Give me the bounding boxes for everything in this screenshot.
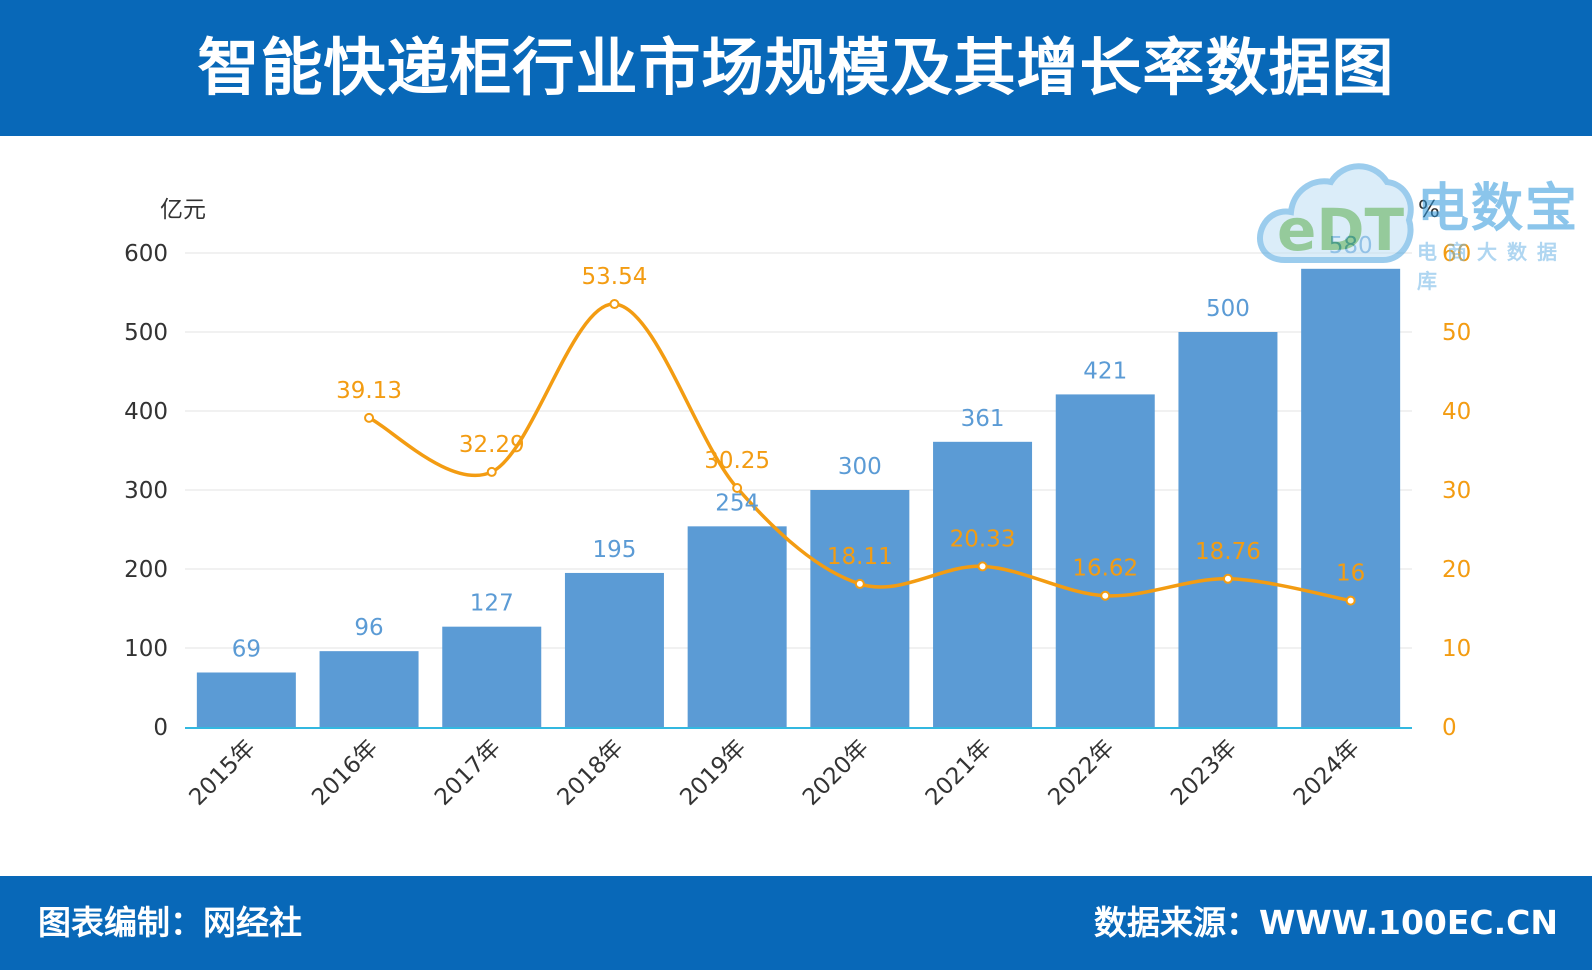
growth-line xyxy=(368,302,1351,603)
bar xyxy=(1178,332,1278,727)
logo-mark-text: eDT xyxy=(1277,196,1404,264)
logo-main-text: 电数宝 xyxy=(1417,179,1580,239)
x-tick-label: 2022年 xyxy=(1043,735,1119,811)
line-point xyxy=(1222,573,1233,584)
y-right-tick-label: 40 xyxy=(1442,399,1471,425)
bar-data-label: 127 xyxy=(470,591,514,617)
y-right-tick-label: 50 xyxy=(1442,320,1471,346)
bar xyxy=(933,441,1033,727)
y-right-tick-label: 20 xyxy=(1442,557,1471,583)
bar-data-label: 300 xyxy=(838,454,882,480)
x-tick-label: 2023年 xyxy=(1166,735,1242,811)
y-left-tick-label: 400 xyxy=(124,399,168,425)
x-tick-label: 2018年 xyxy=(553,735,629,811)
bar-data-label: 421 xyxy=(1083,358,1127,384)
y-right-unit: % xyxy=(1418,197,1440,223)
line-point xyxy=(364,412,375,423)
footer-banner: 图表编制：网经社 数据来源：WWW.100EC.CN xyxy=(0,876,1592,970)
bar-data-label: 96 xyxy=(354,615,383,641)
bar-data-label: 195 xyxy=(592,537,636,563)
y-left-tick-label: 300 xyxy=(124,478,168,504)
title-banner xyxy=(0,0,1592,136)
line-data-label: 16 xyxy=(1336,561,1365,587)
line-point xyxy=(486,466,497,477)
line-data-label: 20.33 xyxy=(950,526,1016,552)
y-left-tick-label: 500 xyxy=(124,320,168,346)
x-tick-label: 2020年 xyxy=(798,735,874,811)
bar-data-label: 500 xyxy=(1206,296,1250,322)
bar-series xyxy=(196,268,1401,727)
bar xyxy=(810,490,910,727)
x-tick-label: 2021年 xyxy=(921,735,997,811)
y-right-tick-label: 10 xyxy=(1442,636,1471,662)
line-data-label: 30.25 xyxy=(704,448,770,474)
bar xyxy=(1301,268,1401,727)
growth-line-series xyxy=(364,299,1356,606)
line-point xyxy=(977,561,988,572)
line-data-label: 18.11 xyxy=(827,544,893,570)
line-point xyxy=(1100,590,1111,601)
y-right-tick-label: 60 xyxy=(1442,241,1471,267)
cloud-logo-icon: eDT xyxy=(1256,163,1414,264)
bar xyxy=(1055,394,1155,727)
line-data-label: 32.29 xyxy=(459,432,525,458)
footer-compiler: 图表编制：网经社 xyxy=(38,903,302,942)
bar-data-label: 361 xyxy=(961,406,1005,432)
line-data-label: 53.54 xyxy=(582,264,648,290)
line-data-label: 16.62 xyxy=(1072,556,1138,582)
y-right-tick-label: 30 xyxy=(1442,478,1471,504)
bar xyxy=(564,572,664,727)
x-tick-label: 2024年 xyxy=(1289,735,1365,811)
chart-area: 0 100 200 300 400 500 600 0 10 20 30 40 50 60 亿元 % 2015年… xyxy=(124,197,1471,811)
line-data-label: 18.76 xyxy=(1195,539,1261,565)
y-left-tick-label: 0 xyxy=(153,715,168,741)
line-data-label: 39.13 xyxy=(336,378,402,404)
bar xyxy=(687,526,787,727)
chart-title: 智能快递柜行业市场规模及其增长率数据图 xyxy=(197,31,1395,104)
bar xyxy=(442,626,542,727)
footer-source: 数据来源：WWW.100EC.CN xyxy=(1093,903,1558,942)
line-point xyxy=(732,483,743,494)
watermark-logo: eDT 电数宝 电商大数据库 xyxy=(1255,142,1585,293)
x-tick-label: 2015年 xyxy=(185,735,261,811)
line-point xyxy=(1345,595,1356,606)
x-tick-label: 2016年 xyxy=(307,735,383,811)
bar-data-label: 254 xyxy=(715,490,759,516)
y-left-tick-label: 600 xyxy=(124,241,168,267)
bar-data-label: 69 xyxy=(232,636,261,662)
y-left-unit: 亿元 xyxy=(160,197,206,223)
x-tick-label: 2019年 xyxy=(675,735,751,811)
y-right-tick-label: 0 xyxy=(1442,715,1457,741)
y-left-tick-label: 100 xyxy=(124,636,168,662)
line-point xyxy=(854,578,865,589)
gridlines xyxy=(185,252,1412,649)
x-tick-label: 2017年 xyxy=(430,735,506,811)
line-point xyxy=(609,299,620,310)
bar xyxy=(196,672,296,727)
logo-sub-text: 电商大数据库 xyxy=(1417,240,1567,293)
y-left-tick-label: 200 xyxy=(124,557,168,583)
bar xyxy=(319,651,419,727)
